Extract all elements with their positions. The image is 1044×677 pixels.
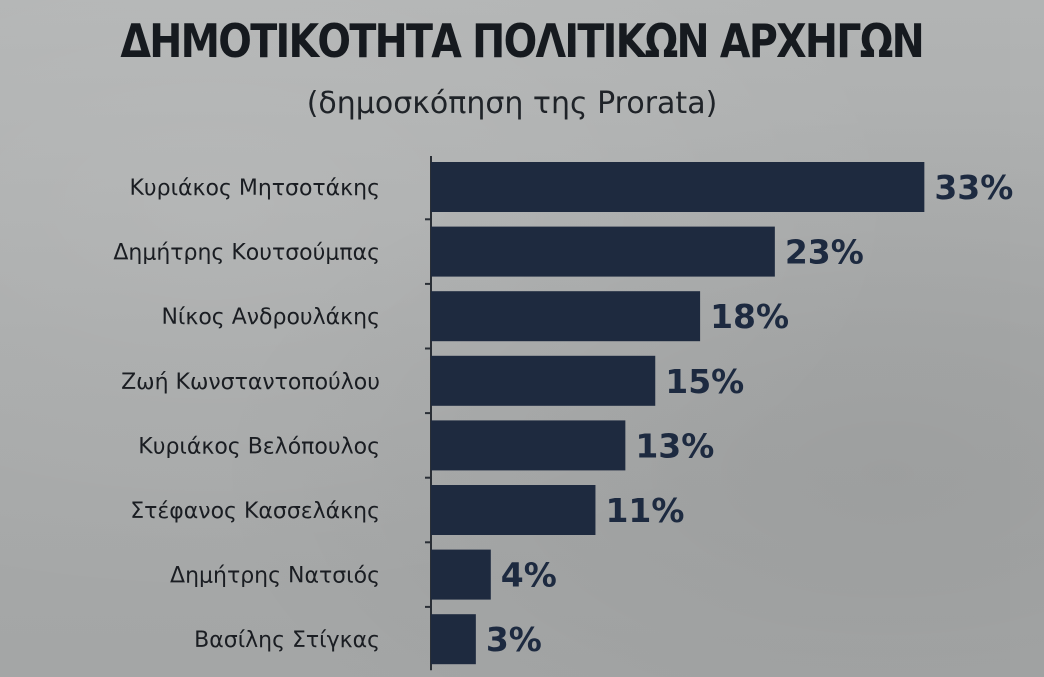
bar	[431, 291, 701, 342]
category-label: Νίκος Ανδρουλάκης	[161, 305, 380, 330]
bar	[431, 355, 656, 406]
bar	[431, 485, 596, 535]
category-label: Στέφανος Κασσελάκης	[130, 499, 380, 524]
data-label: 23%	[785, 233, 864, 272]
bar	[431, 226, 775, 277]
category-label: Βασίλης Στίγκας	[194, 628, 380, 653]
data-label: 33%	[934, 168, 1013, 207]
bar	[431, 420, 626, 471]
category-label: Ζωή Κωνσταντοπούλου	[121, 370, 380, 395]
chart-title: ΔΗΜΟΤΙΚΟΤΗΤΑ ΠΟΛΙΤΙΚΩΝ ΑΡΧΗΓΩΝ	[120, 14, 924, 68]
category-label: Κυριάκος Βελόπουλος	[138, 434, 380, 459]
category-label: Κυριάκος Μητσοτάκης	[129, 176, 380, 201]
bar	[431, 549, 491, 600]
bar	[431, 614, 476, 665]
bar	[431, 162, 925, 212]
data-label: 3%	[486, 620, 542, 659]
data-label: 18%	[710, 297, 789, 336]
chart-subtitle: (δημοσκόπηση της Prorata)	[306, 86, 718, 121]
category-label: Δημήτρης Νατσιός	[170, 564, 380, 589]
data-label: 13%	[635, 426, 714, 465]
data-label: 11%	[605, 491, 684, 530]
data-label: 15%	[665, 362, 744, 401]
category-label: Δημήτρης Κουτσούμπας	[113, 241, 380, 266]
data-label: 4%	[501, 556, 557, 595]
